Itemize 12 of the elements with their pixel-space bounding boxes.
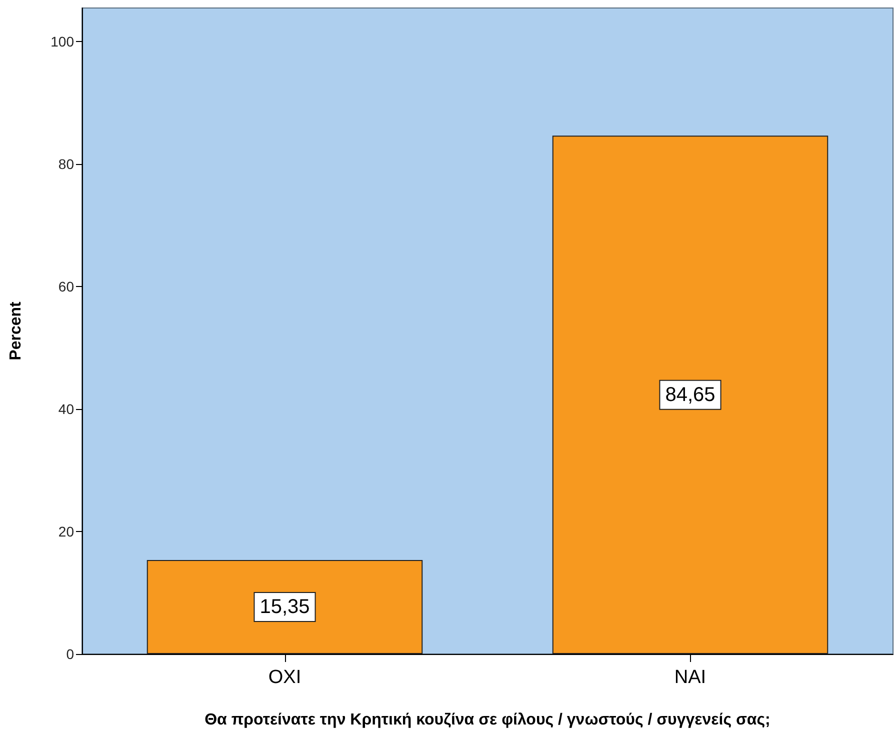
x-tick-label: OXI — [268, 667, 302, 688]
data-label: 84,65 — [665, 384, 716, 406]
y-tick-label: 20 — [58, 524, 74, 540]
data-label: 15,35 — [260, 596, 310, 618]
y-tick-label: 60 — [58, 278, 74, 295]
x-tick-label: NAI — [674, 667, 706, 688]
y-tick-label: 40 — [58, 401, 74, 418]
y-axis-title: Percent — [8, 300, 24, 360]
y-tick-label: 100 — [50, 34, 74, 50]
y-tick-label: 0 — [66, 646, 74, 662]
x-axis-title: Θα προτείνατε την Κρητική κουζίνα σε φίλους / γνωστούς / συγγενείς σας; — [204, 712, 770, 728]
y-tick-label: 80 — [58, 156, 74, 172]
